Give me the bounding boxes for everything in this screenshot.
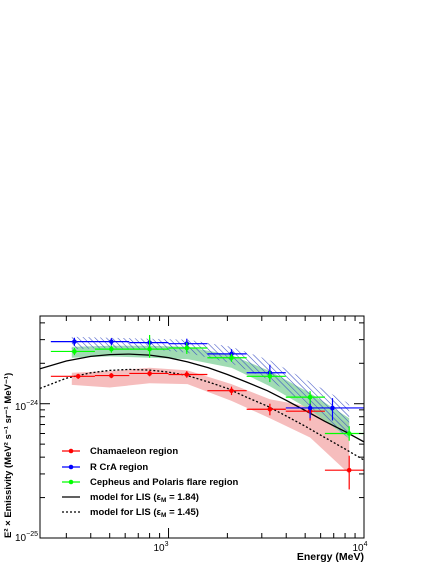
y-tick-label-1e-24: 10−24	[15, 400, 38, 413]
data-points	[50, 334, 364, 490]
point-chamaeleon-region-5	[246, 403, 286, 416]
point-cepheus-and-polaris-flare-region-3	[168, 342, 208, 354]
point-chamaeleon-region-7	[324, 455, 364, 490]
point-chamaeleon-region-0	[50, 373, 95, 379]
legend-label-rcra: R CrA region	[90, 462, 148, 473]
marker-cepheus-and-polaris-flare-region-6	[307, 394, 313, 400]
point-r-cra-region-7	[324, 398, 364, 421]
marker-cepheus-and-polaris-flare-region-3	[184, 345, 190, 351]
marker-r-cra-region-7	[330, 405, 335, 411]
legend-label-model-184: model for LIS (εM = 1.84)	[90, 492, 199, 504]
marker-r-cra-region-6	[307, 405, 313, 411]
x-tick-label-10000: 104	[352, 541, 367, 554]
plot-frame	[39, 315, 365, 539]
marker-cepheus-and-polaris-flare-region-4	[229, 355, 234, 361]
marker-cepheus-and-polaris-flare-region-5	[267, 374, 273, 379]
legend-entry-model-145: model for LIS (εM = 1.45)	[62, 507, 199, 519]
marker-chamaeleon-region-0	[75, 374, 81, 379]
axis-ticks	[40, 316, 365, 539]
model-curves	[40, 353, 364, 461]
legend-entry-chamaeleon: Chamaeleon region	[62, 446, 178, 457]
point-cepheus-and-polaris-flare-region-5	[246, 371, 286, 383]
band-chamaeleon-region	[71, 367, 350, 474]
point-chamaeleon-region-4	[207, 386, 247, 396]
point-cepheus-and-polaris-flare-region-0	[50, 347, 95, 356]
marker-chamaeleon-region-5	[267, 406, 273, 412]
marker-r-cra-region-1	[109, 339, 114, 344]
point-cepheus-and-polaris-flare-region-1	[94, 345, 130, 353]
point-chamaeleon-region-3	[168, 371, 208, 378]
point-cepheus-and-polaris-flare-region-4	[207, 353, 247, 362]
point-chamaeleon-region-2	[129, 370, 169, 377]
point-cepheus-and-polaris-flare-region-7	[324, 426, 364, 441]
legend-label-cepheus: Cepheus and Polaris flare region	[90, 477, 239, 488]
x-tick-label-1000: 103	[153, 541, 168, 554]
marker-chamaeleon-region-4	[229, 388, 234, 394]
marker-cepheus-and-polaris-flare-region-7	[346, 431, 352, 436]
legend-label-model-145: model for LIS (εM = 1.45)	[90, 507, 199, 519]
legend-entry-rcra: R CrA region	[62, 462, 148, 473]
marker-cepheus-and-polaris-flare-region-0	[72, 349, 77, 354]
legend-entry-cepheus: Cepheus and Polaris flare region	[62, 477, 239, 488]
model-curve-model-for-lis-m-1-84	[40, 353, 364, 443]
y-tick-label-1e-25: 10−25	[15, 531, 38, 544]
point-cepheus-and-polaris-flare-region-2	[129, 334, 169, 358]
model-curve-model-for-lis-m-1-45	[40, 368, 364, 461]
point-r-cra-region-1	[94, 338, 130, 346]
point-cepheus-and-polaris-flare-region-6	[285, 391, 325, 404]
marker-cepheus-and-polaris-flare-region-1	[109, 346, 114, 352]
marker-chamaeleon-region-7	[346, 467, 352, 473]
marker-r-cra-region-0	[72, 339, 77, 344]
marker-cepheus-and-polaris-flare-region-2	[147, 346, 152, 352]
point-r-cra-region-0	[50, 337, 95, 346]
legend: Chamaeleon region R CrA region Cepheus a…	[62, 446, 239, 519]
marker-chamaeleon-region-2	[147, 371, 152, 376]
marker-chamaeleon-region-1	[109, 373, 114, 378]
legend-entry-model-184: model for LIS (εM = 1.84)	[62, 492, 199, 504]
marker-chamaeleon-region-3	[184, 372, 190, 377]
legend-label-chamaeleon: Chamaeleon region	[90, 446, 178, 457]
x-axis-title: Energy (MeV)	[297, 551, 364, 563]
y-axis-title: E² × Emissivity (MeV² s⁻¹ sr⁻¹ MeV⁻¹)	[3, 373, 14, 538]
point-chamaeleon-region-1	[94, 373, 130, 379]
